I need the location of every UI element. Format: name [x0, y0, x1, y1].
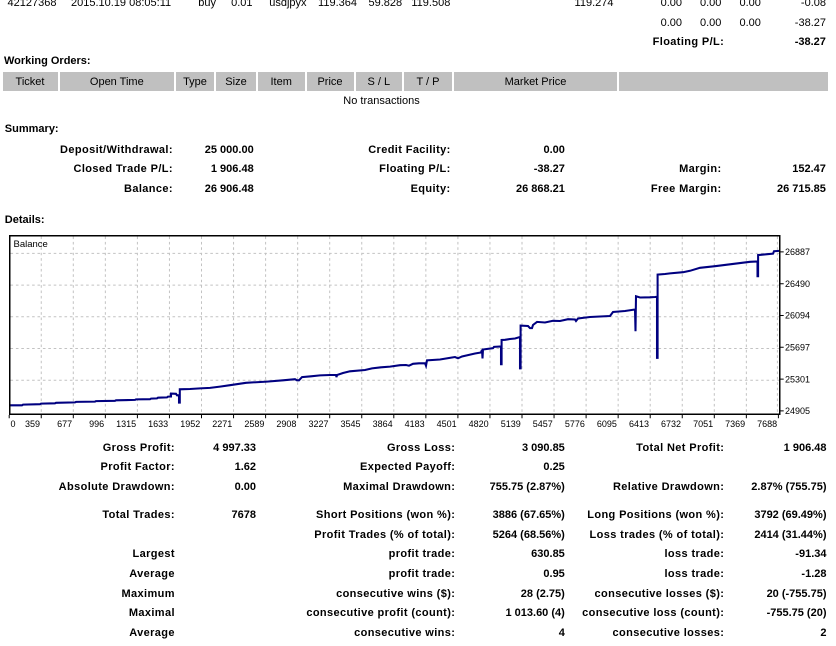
svg-text:25697: 25697 — [785, 343, 810, 353]
svg-text:4183: 4183 — [405, 419, 425, 429]
svg-text:3864: 3864 — [373, 419, 393, 429]
svg-text:1633: 1633 — [148, 419, 168, 429]
svg-text:7051: 7051 — [693, 419, 713, 429]
svg-text:2908: 2908 — [276, 419, 296, 429]
svg-text:6095: 6095 — [597, 419, 617, 429]
svg-text:Balance: Balance — [14, 239, 48, 250]
svg-text:3227: 3227 — [308, 419, 328, 429]
svg-text:26490: 26490 — [785, 279, 810, 289]
svg-text:4501: 4501 — [437, 419, 457, 429]
svg-text:1952: 1952 — [180, 419, 200, 429]
svg-text:1315: 1315 — [116, 419, 136, 429]
svg-text:24905: 24905 — [785, 406, 810, 416]
svg-text:5139: 5139 — [501, 419, 521, 429]
svg-text:2271: 2271 — [212, 419, 232, 429]
svg-text:996: 996 — [89, 419, 104, 429]
svg-text:5776: 5776 — [565, 419, 585, 429]
svg-text:5457: 5457 — [533, 419, 553, 429]
svg-text:26887: 26887 — [785, 247, 810, 257]
svg-text:6732: 6732 — [661, 419, 681, 429]
svg-text:25301: 25301 — [785, 374, 810, 384]
svg-text:6413: 6413 — [629, 419, 649, 429]
svg-text:7688: 7688 — [757, 419, 777, 429]
svg-text:3545: 3545 — [340, 419, 360, 429]
svg-text:677: 677 — [57, 419, 72, 429]
svg-text:4820: 4820 — [469, 419, 489, 429]
svg-text:2589: 2589 — [244, 419, 264, 429]
svg-text:7369: 7369 — [725, 419, 745, 429]
svg-text:26094: 26094 — [785, 311, 810, 321]
svg-text:0: 0 — [11, 419, 16, 429]
svg-text:359: 359 — [25, 419, 40, 429]
